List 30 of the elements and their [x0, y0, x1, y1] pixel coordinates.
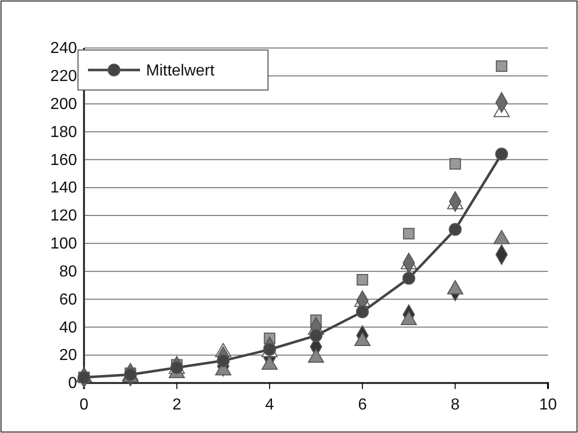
y-tick-label: 140 [50, 180, 78, 197]
y-tick-label: 180 [50, 124, 78, 141]
y-tick-label: 0 [68, 375, 78, 392]
y-tick-label: 40 [59, 319, 78, 336]
point [448, 223, 462, 236]
y-tick-label: 240 [50, 40, 78, 58]
x-tick-label: 10 [539, 396, 557, 414]
y-tick-label: 60 [59, 291, 78, 308]
x-tick-label: 4 [265, 396, 274, 414]
y-tick-label: 100 [50, 236, 78, 253]
point [402, 272, 416, 285]
point [449, 158, 461, 170]
y-tick-label: 20 [59, 347, 78, 364]
point [496, 60, 508, 72]
x-tick-label: 0 [80, 396, 89, 414]
x-tick-label: 6 [358, 396, 367, 414]
x-tick-label: 2 [172, 396, 182, 414]
y-tick-label: 200 [50, 96, 78, 113]
y-tick-label: 160 [50, 152, 78, 169]
y-tick-label: 120 [50, 208, 78, 225]
point [216, 354, 230, 368]
point [403, 228, 415, 240]
x-tick-label: 8 [450, 396, 460, 414]
point [356, 274, 368, 286]
point [495, 148, 508, 160]
y-tick-label: 220 [50, 68, 78, 86]
point [310, 329, 322, 342]
y-tick-label: 80 [59, 263, 78, 280]
point [356, 305, 369, 318]
legend-label: Mittelwert [146, 62, 216, 80]
